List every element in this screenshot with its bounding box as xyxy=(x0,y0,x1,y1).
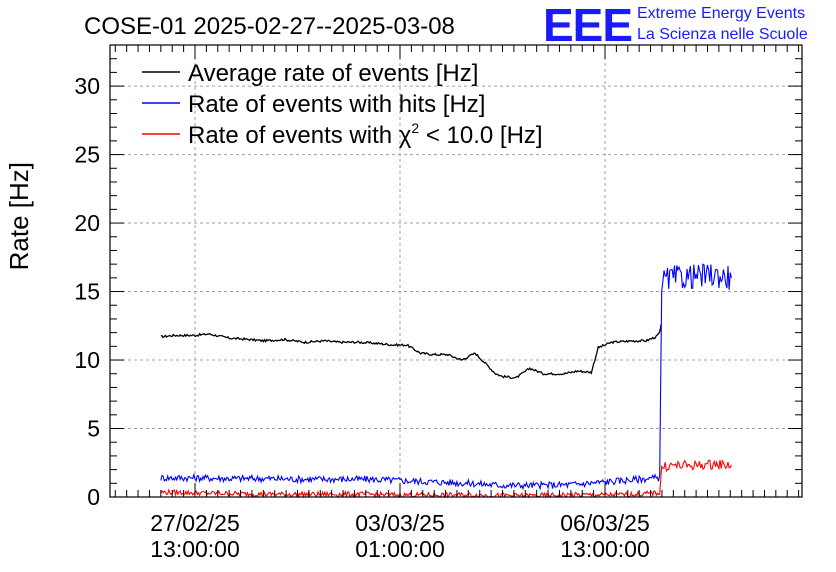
eee-logo: EEE xyxy=(543,0,632,51)
y-tick-label: 20 xyxy=(74,210,100,236)
series-line-1 xyxy=(160,324,662,380)
x-tick-label-date: 27/02/25 xyxy=(150,510,240,536)
series-layer xyxy=(160,263,732,499)
legend-label-2: Rate of events with hits [Hz] xyxy=(188,91,485,118)
y-tick-label: 30 xyxy=(74,73,100,99)
y-tick-label: 5 xyxy=(87,416,100,442)
y-tick-label: 10 xyxy=(74,347,100,373)
y-tick-label: 0 xyxy=(87,484,100,510)
x-tick-label-time: 01:00:00 xyxy=(355,536,445,562)
x-tick-label-time: 13:00:00 xyxy=(560,536,650,562)
legend-label-1: Average rate of events [Hz] xyxy=(188,60,478,87)
x-tick-label-date: 03/03/25 xyxy=(355,510,445,536)
logo-line-2: La Scienza nelle Scuole xyxy=(637,26,808,43)
grid xyxy=(110,45,802,497)
logo-line-1: Extreme Energy Events xyxy=(637,5,805,22)
y-tick-label: 25 xyxy=(74,142,100,168)
legend-label-3: Rate of events with χ2 < 10.0 [Hz] xyxy=(188,120,543,149)
x-tick-label-time: 13:00:00 xyxy=(150,536,240,562)
x-tick-label-date: 06/03/25 xyxy=(560,510,650,536)
y-axis-label: Rate [Hz] xyxy=(4,162,34,270)
legend: Average rate of events [Hz] Rate of event… xyxy=(142,60,543,149)
y-tick-label: 15 xyxy=(74,279,100,305)
series-line-2 xyxy=(160,263,732,491)
series-line-3 xyxy=(160,459,732,499)
ticks: 05101520253027/02/2513:00:0003/03/2501:0… xyxy=(74,44,802,562)
plot-frame xyxy=(109,44,803,498)
chart-title: COSE-01 2025-02-27--2025-03-08 xyxy=(84,13,455,40)
